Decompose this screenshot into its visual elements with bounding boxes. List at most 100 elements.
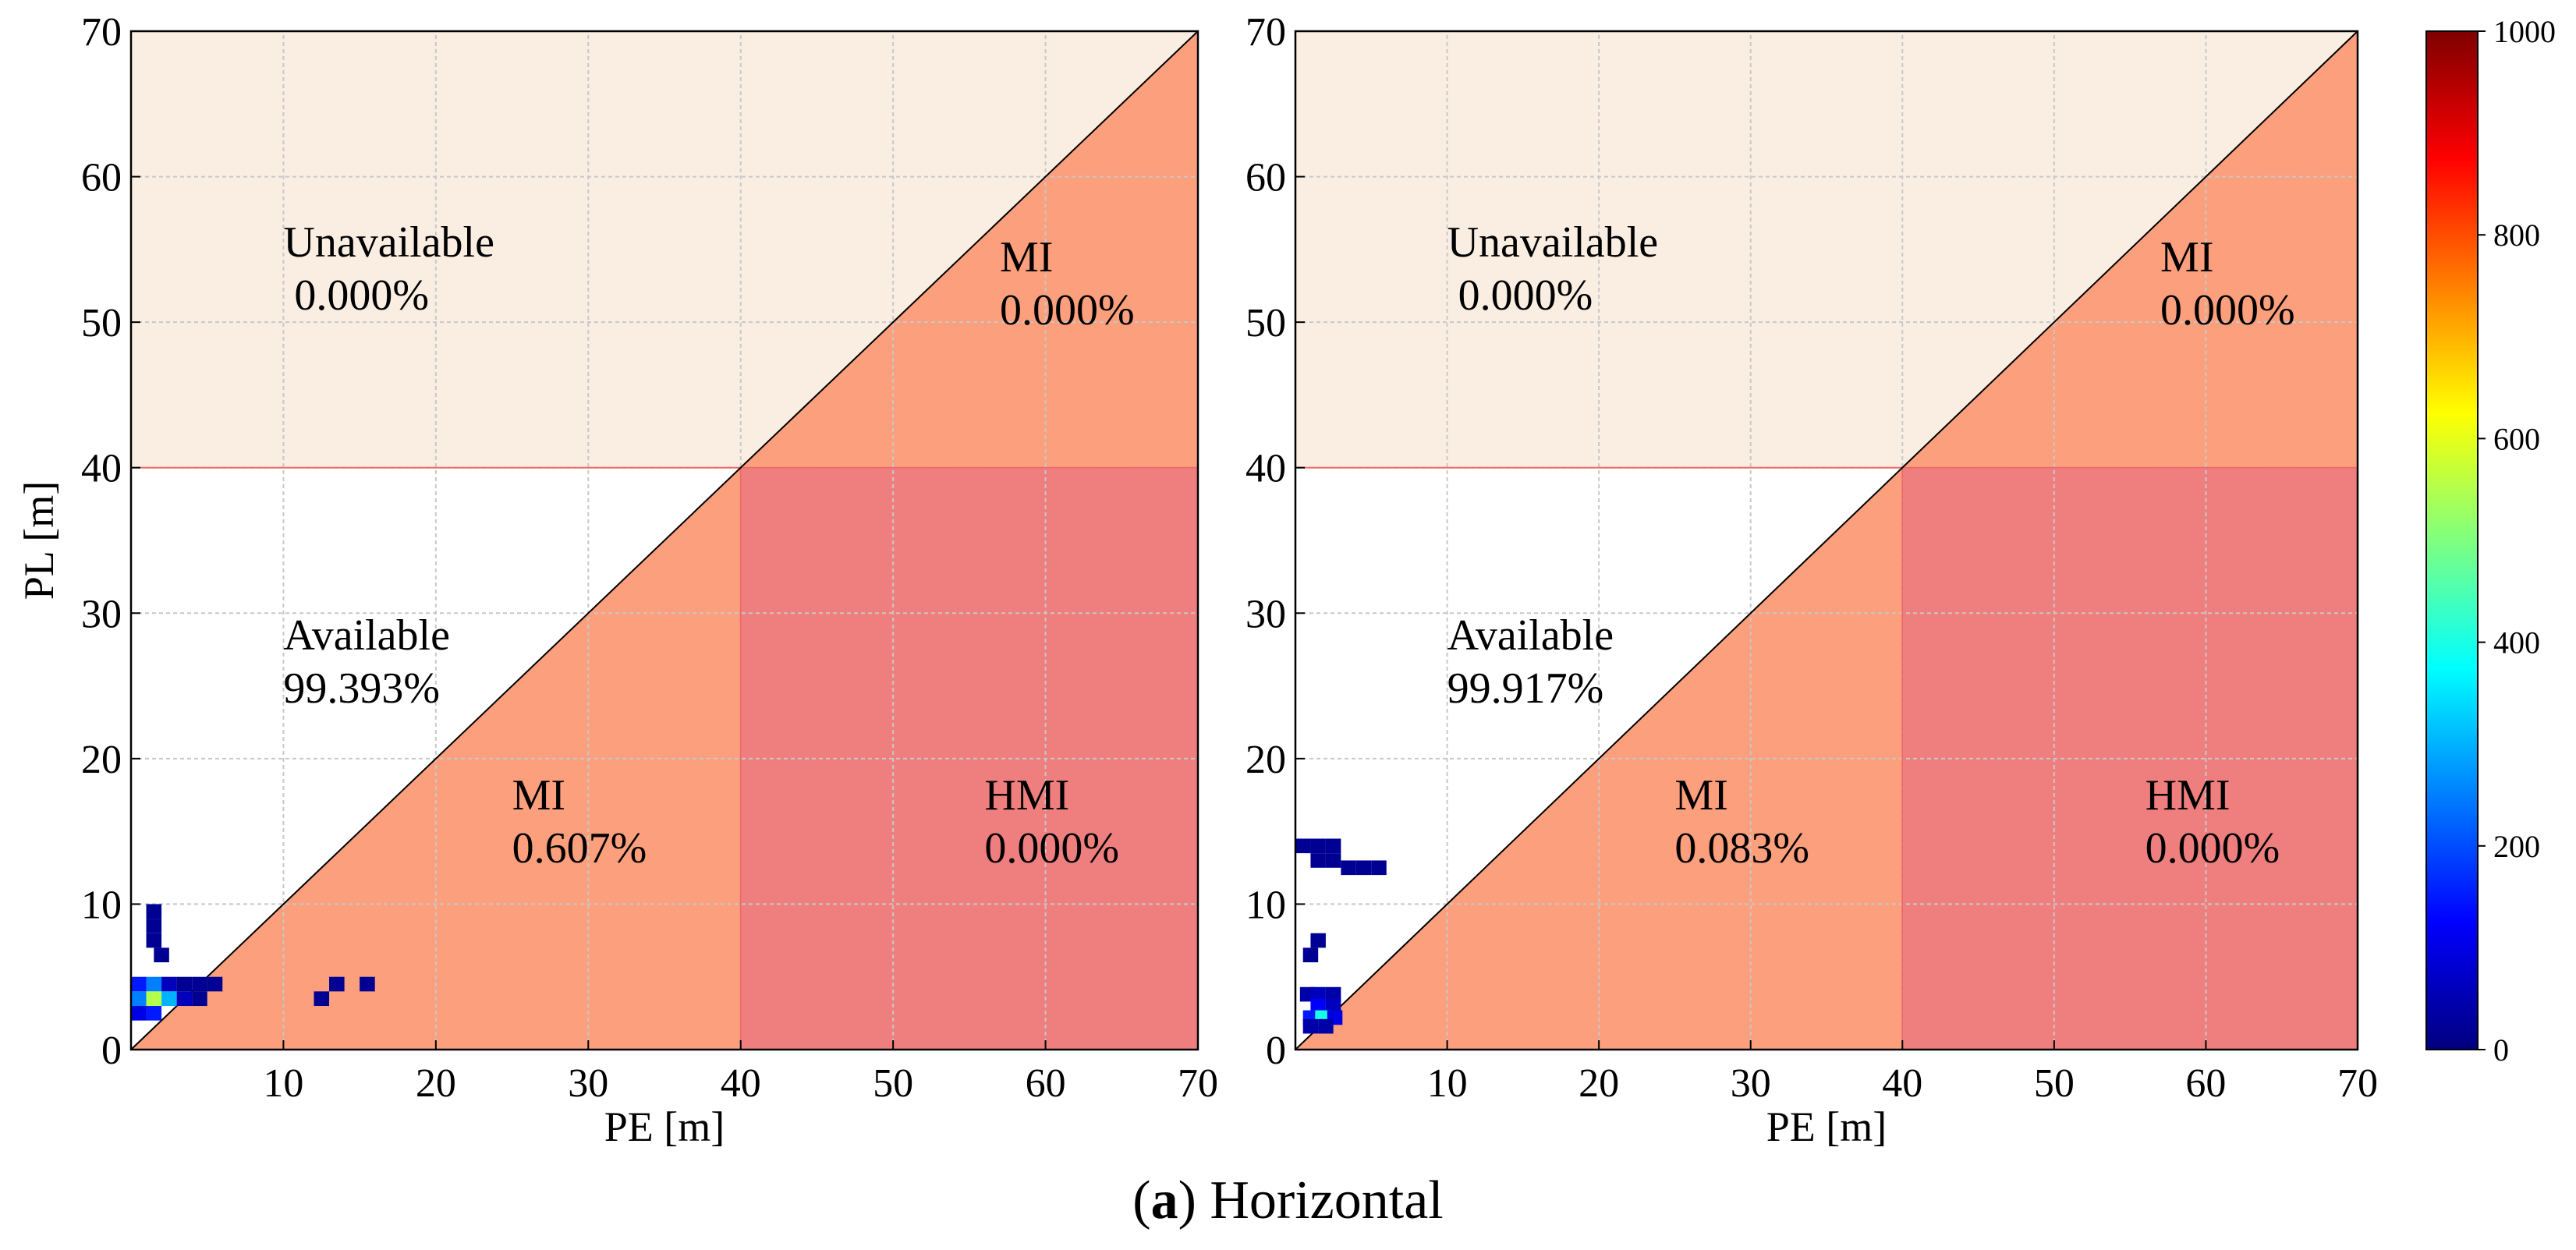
figure-caption: (a) Horizontal [1132,1170,1444,1231]
heatmap-cell [146,1006,162,1021]
heatmap-cell [146,919,162,933]
y-tick-label: 70 [81,10,122,55]
y-tick-label: 50 [1245,301,1286,345]
x-axis-label: PE [m] [604,1103,725,1150]
annotation-mi-upper-name: MI [1000,233,1053,282]
heatmap-cell [192,991,207,1007]
annotation-hmi-name: HMI [2145,771,2231,820]
heatmap-cell [161,976,177,992]
annotation-available: Available 99.917% [1447,611,1614,713]
x-tick-label: 10 [1427,1061,1468,1106]
heatmap-cell [1302,1018,1319,1034]
heatmap-cell [161,991,177,1007]
y-tick-label: 0 [1266,1029,1286,1073]
colorbar-tick-label: 400 [2493,625,2540,660]
annotation-available-name: Available [283,611,450,660]
x-tick-label: 20 [416,1061,456,1106]
heatmap-cell [1302,947,1319,963]
y-tick-label: 20 [81,738,122,782]
plot-frame [1294,30,2359,1051]
heatmap-cell [1325,986,1341,1002]
colorbar-scale [2425,30,2479,1050]
annotation-mi-lower: MI 0.607% [512,771,647,873]
heatmap-cell [1310,986,1326,1002]
heatmap-cell [360,976,375,992]
x-tick-label: 50 [2034,1061,2075,1106]
annotation-hmi-name: HMI [984,771,1069,820]
heatmap-cell [1325,838,1341,854]
annotation-unavailable: Unavailable 0.000% [1447,218,1659,320]
y-tick-label: 10 [81,883,122,927]
heatmap-cell [1355,860,1372,876]
x-tick-label: 70 [1178,1061,1218,1106]
annotation-unavailable-value: 0.000% [283,271,429,320]
annotation-mi-lower-name: MI [512,771,565,820]
colorbar-tick-label: 800 [2493,218,2540,253]
annotation-unavailable: Unavailable 0.000% [283,218,494,320]
y-tick-label: 30 [1245,592,1286,636]
heatmap-cell [1341,860,1356,876]
x-axis-label: PE [m] [1766,1103,1887,1150]
x-tick-label: 60 [1026,1061,1066,1106]
heatmap-cell [176,976,193,992]
colorbar-tick-label: 600 [2493,421,2540,456]
annotation-mi-lower: MI 0.083% [1674,771,1809,873]
annotation-unavailable-value: 0.000% [1447,271,1593,320]
y-tick-label: 40 [1245,447,1286,491]
colorbar-tick-label: 200 [2493,829,2540,864]
annotation-mi-lower-value: 0.083% [1674,824,1809,873]
diagonal-line [130,30,1199,1050]
heatmap-cell [131,991,147,1007]
y-tick-label: 60 [81,156,122,200]
heatmap-cell [1310,853,1326,868]
y-tick-label: 30 [81,592,122,636]
colorbar: 0 200 400 600 800 1000 [2425,14,2556,1068]
heatmap-cell [192,976,207,992]
annotation-mi-upper: MI 0.000% [1000,233,1135,335]
x-tick-label: 40 [721,1061,761,1106]
y-axis-label: PL [m] [16,481,62,600]
x-tick-label: 20 [1579,1061,1619,1106]
x-tick-label: 50 [873,1061,913,1106]
heatmap-cell [1325,853,1341,868]
heatmap-cell [1318,1018,1334,1034]
heatmap-cell [1371,860,1387,876]
caption-text: Horizontal [1210,1170,1444,1231]
heatmap-cell [314,991,330,1007]
y-tick-label: 40 [81,447,122,491]
heatmap-cell [131,1006,147,1021]
annotation-available-value: 99.393% [283,664,440,713]
y-tick-label: 20 [1245,738,1286,782]
annotation-mi-lower-value: 0.607% [512,824,647,873]
heatmap-cell [176,991,193,1007]
plot-frame [129,30,1199,1051]
annotation-hmi-value: 0.000% [984,824,1119,873]
heatmap-cell [146,933,162,948]
annotation-mi-upper: MI 0.000% [2160,233,2295,335]
heatmap-cell [146,976,162,992]
panel-right: 10 20 30 40 50 60 70 0 10 20 30 40 50 60 70 PE [m] Unava… [1245,10,2378,1150]
diagonal-line [1295,30,2358,1050]
panel-left: 10 20 30 40 50 60 70 0 10 20 30 40 50 60 70 PE [m] PL [m… [16,10,1218,1150]
y-tick-label: 0 [101,1029,122,1073]
x-tick-label: 70 [2337,1061,2378,1106]
y-tick-label: 50 [81,301,122,345]
heatmap-cell [207,976,223,992]
annotation-hmi: HMI 0.000% [984,771,1119,873]
annotation-mi-upper-value: 0.000% [1000,286,1135,335]
annotation-hmi: HMI 0.000% [2145,771,2280,873]
heatmap-cell [146,904,162,919]
x-tick-label: 30 [568,1061,608,1106]
colorbar-tick-label: 0 [2493,1032,2509,1068]
x-tick-label: 40 [1882,1061,1922,1106]
y-tick-label: 70 [1245,10,1286,55]
heatmap-cell [1310,933,1326,948]
x-tick-label: 60 [2185,1061,2226,1106]
annotation-available-name: Available [1447,611,1614,660]
annotation-mi-upper-name: MI [2160,233,2213,282]
figure: 10 20 30 40 50 60 70 0 10 20 30 40 50 60 70 PE [m] PL [m… [16,10,2556,1150]
x-tick-label: 10 [263,1061,303,1106]
y-tick-label: 60 [1245,156,1286,200]
annotation-unavailable-name: Unavailable [1447,218,1659,267]
y-tick-label: 10 [1245,883,1286,927]
